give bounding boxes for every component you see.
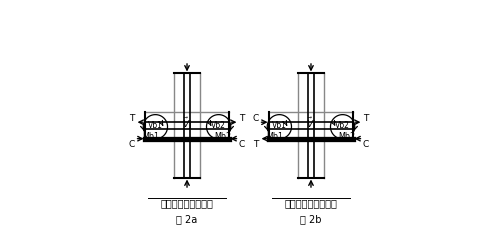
Text: T: T <box>253 140 259 149</box>
Text: C: C <box>363 140 369 149</box>
Text: 水平荷载下节点内力: 水平荷载下节点内力 <box>284 197 338 207</box>
Text: $\vec{V}$j: $\vec{V}$j <box>182 115 192 131</box>
Text: Mb1: Mb1 <box>266 132 283 141</box>
Text: Vb1: Vb1 <box>272 120 287 129</box>
Text: 图 2a: 图 2a <box>176 213 198 224</box>
Text: C: C <box>253 113 259 122</box>
Text: C: C <box>129 140 135 149</box>
Text: 竖向荷载下节点内力: 竖向荷载下节点内力 <box>160 197 214 207</box>
Text: T: T <box>239 113 245 122</box>
Text: C: C <box>239 140 245 149</box>
Text: Vb2: Vb2 <box>211 120 226 129</box>
Text: Mb1: Mb1 <box>142 132 159 141</box>
Text: Mb2: Mb2 <box>215 132 232 141</box>
Text: T: T <box>129 113 135 122</box>
Text: T: T <box>363 113 369 122</box>
Text: Vb2: Vb2 <box>335 120 350 129</box>
Text: 图 2b: 图 2b <box>300 213 322 224</box>
Text: Vb1: Vb1 <box>148 120 163 129</box>
Text: $\vec{V}$j: $\vec{V}$j <box>306 115 316 131</box>
Text: Mb2: Mb2 <box>339 132 356 141</box>
